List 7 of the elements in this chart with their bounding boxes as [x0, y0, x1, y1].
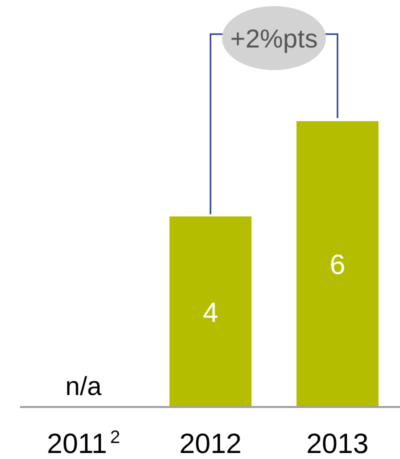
text: n/a: [65, 371, 102, 401]
x-tick-label: 2013: [306, 428, 369, 459]
annotation: +2%pts: [230, 23, 318, 54]
x-tick-label: 2011$^{2}$: [46, 427, 120, 459]
x-tick-label: 2012: [179, 428, 242, 459]
data-label: 6: [330, 249, 346, 280]
data-label: 4: [202, 296, 218, 328]
